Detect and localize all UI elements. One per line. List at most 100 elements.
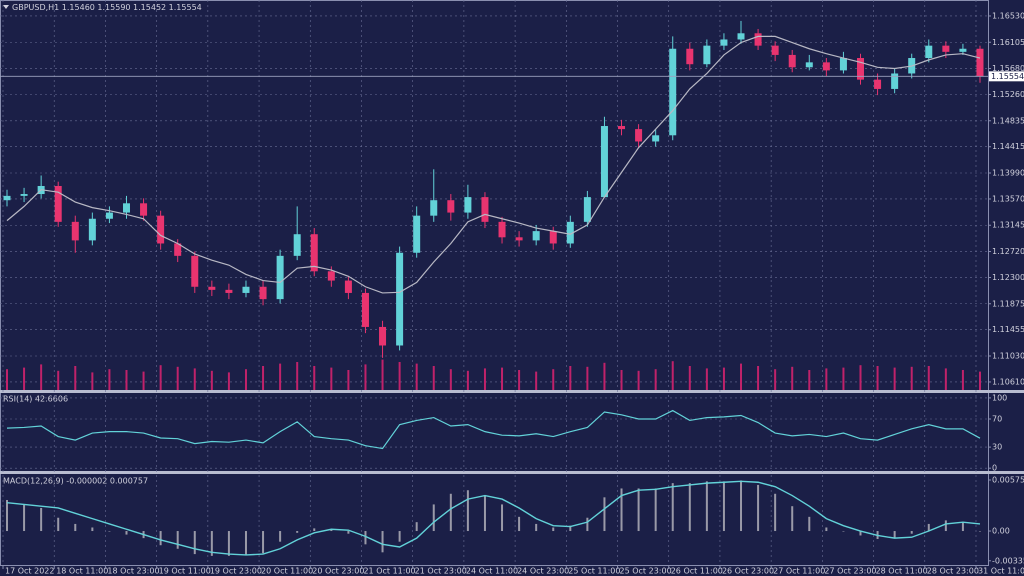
macd-bar	[808, 516, 811, 532]
volume-bar	[740, 363, 743, 390]
macd-bar	[108, 531, 111, 532]
candle-body	[481, 197, 489, 222]
x-tick-label: 31 Oct 11:00	[978, 567, 1024, 576]
volume-bar	[193, 368, 196, 390]
candle-body	[720, 39, 728, 46]
candle-body	[122, 203, 130, 213]
macd-bar	[603, 497, 606, 532]
volume-bar	[808, 370, 811, 390]
volume-bar	[57, 370, 60, 390]
x-tick-label: 19 Oct 23:00	[210, 567, 262, 576]
volume-bar	[978, 371, 981, 390]
macd-bar	[688, 483, 691, 532]
candle-body	[310, 234, 318, 272]
volume-bar	[552, 369, 555, 390]
volume-bar	[296, 362, 299, 390]
macd-bar	[449, 493, 452, 532]
macd-bar	[586, 517, 589, 532]
y-tick-label: 1.13570	[992, 194, 1024, 203]
y-tick-label: 1.12720	[992, 247, 1024, 256]
x-tick-label: 24 Oct 11:00	[466, 567, 518, 576]
volume-bar	[501, 367, 504, 390]
candle-body	[344, 280, 352, 293]
x-tick-label: 25 Oct 23:00	[620, 567, 672, 576]
y-tick-label: 1.12300	[992, 273, 1024, 282]
x-tick-label: 28 Oct 23:00	[927, 567, 979, 576]
macd-bar	[91, 527, 94, 532]
candle-body	[88, 218, 96, 241]
macd-title: MACD(12,26,9) -0.000002 0.000757	[3, 477, 148, 486]
candle-body	[925, 45, 933, 59]
x-tick-label: 26 Oct 23:00	[722, 567, 774, 576]
macd-bar	[313, 528, 316, 532]
candle-body	[191, 255, 199, 287]
candle-body	[618, 126, 626, 130]
candle-body	[583, 197, 591, 222]
volume-bar	[791, 366, 794, 390]
macd-bar	[705, 481, 708, 532]
volume-bar	[6, 369, 8, 390]
volume-bar	[432, 366, 435, 390]
candle-body	[157, 215, 165, 244]
y-tick-label: 100	[992, 393, 1007, 402]
macd-bar	[23, 504, 26, 532]
macd-bar	[620, 488, 623, 532]
volume-bar	[910, 366, 913, 390]
y-tick-label: 1.15260	[992, 90, 1024, 99]
volume-bar	[722, 367, 725, 390]
candle-body	[174, 243, 182, 256]
volume-bar	[944, 368, 947, 390]
y-tick-label: 1.16105	[992, 38, 1024, 47]
y-tick-label: 1.16530	[992, 11, 1024, 20]
candle-body	[293, 234, 301, 256]
candle-body	[379, 326, 387, 346]
volume-bar	[23, 367, 26, 390]
volume-bar	[347, 370, 350, 390]
y-tick-label: 1.14835	[992, 116, 1024, 125]
macd-bar	[569, 525, 572, 532]
macd-bar	[483, 495, 486, 532]
volume-bar	[483, 368, 486, 390]
macd-bar	[961, 522, 964, 532]
x-tick-label: 18 Oct 23:00	[107, 567, 159, 576]
x-tick-label: 19 Oct 11:00	[159, 567, 211, 576]
volume-bar	[927, 366, 930, 390]
volume-bar	[176, 366, 179, 390]
volume-bar	[774, 369, 777, 390]
macd-bar	[501, 504, 504, 532]
candle-body	[430, 200, 438, 216]
y-tick-label: 1.11455	[992, 325, 1024, 334]
volume-bar	[842, 367, 845, 390]
macd-bar	[927, 523, 930, 532]
candle-body	[754, 33, 762, 46]
volume-bar	[586, 366, 589, 390]
volume-bar	[398, 362, 401, 390]
candle-body	[208, 286, 216, 290]
x-tick-label: 27 Oct 11:00	[773, 567, 825, 576]
x-tick-label: 20 Oct 23:00	[312, 567, 364, 576]
volume-bar	[74, 366, 77, 390]
volume-bar	[466, 370, 469, 390]
candle-body	[857, 58, 864, 80]
volume-bar	[518, 370, 521, 390]
macd-bar	[159, 531, 162, 546]
macd-bar	[296, 531, 299, 533]
candle-body	[327, 271, 335, 281]
y-tick-label: 1.13990	[992, 169, 1024, 178]
volume-bar	[381, 359, 384, 390]
candle-body	[276, 255, 284, 300]
volume-bar	[859, 365, 862, 390]
macd-bar	[722, 481, 725, 532]
macd-bar	[944, 520, 947, 532]
macd-bar	[893, 531, 896, 539]
x-tick-label: 21 Oct 11:00	[363, 567, 415, 576]
x-tick-label: 24 Oct 23:00	[517, 567, 569, 576]
macd-bar	[279, 531, 282, 542]
y-tick-label: 1.11875	[992, 299, 1024, 308]
macd-bar	[176, 531, 179, 549]
macd-bar	[57, 517, 60, 532]
volume-bar	[244, 369, 247, 390]
volume-bar	[893, 367, 896, 390]
macd-bar	[859, 531, 862, 536]
